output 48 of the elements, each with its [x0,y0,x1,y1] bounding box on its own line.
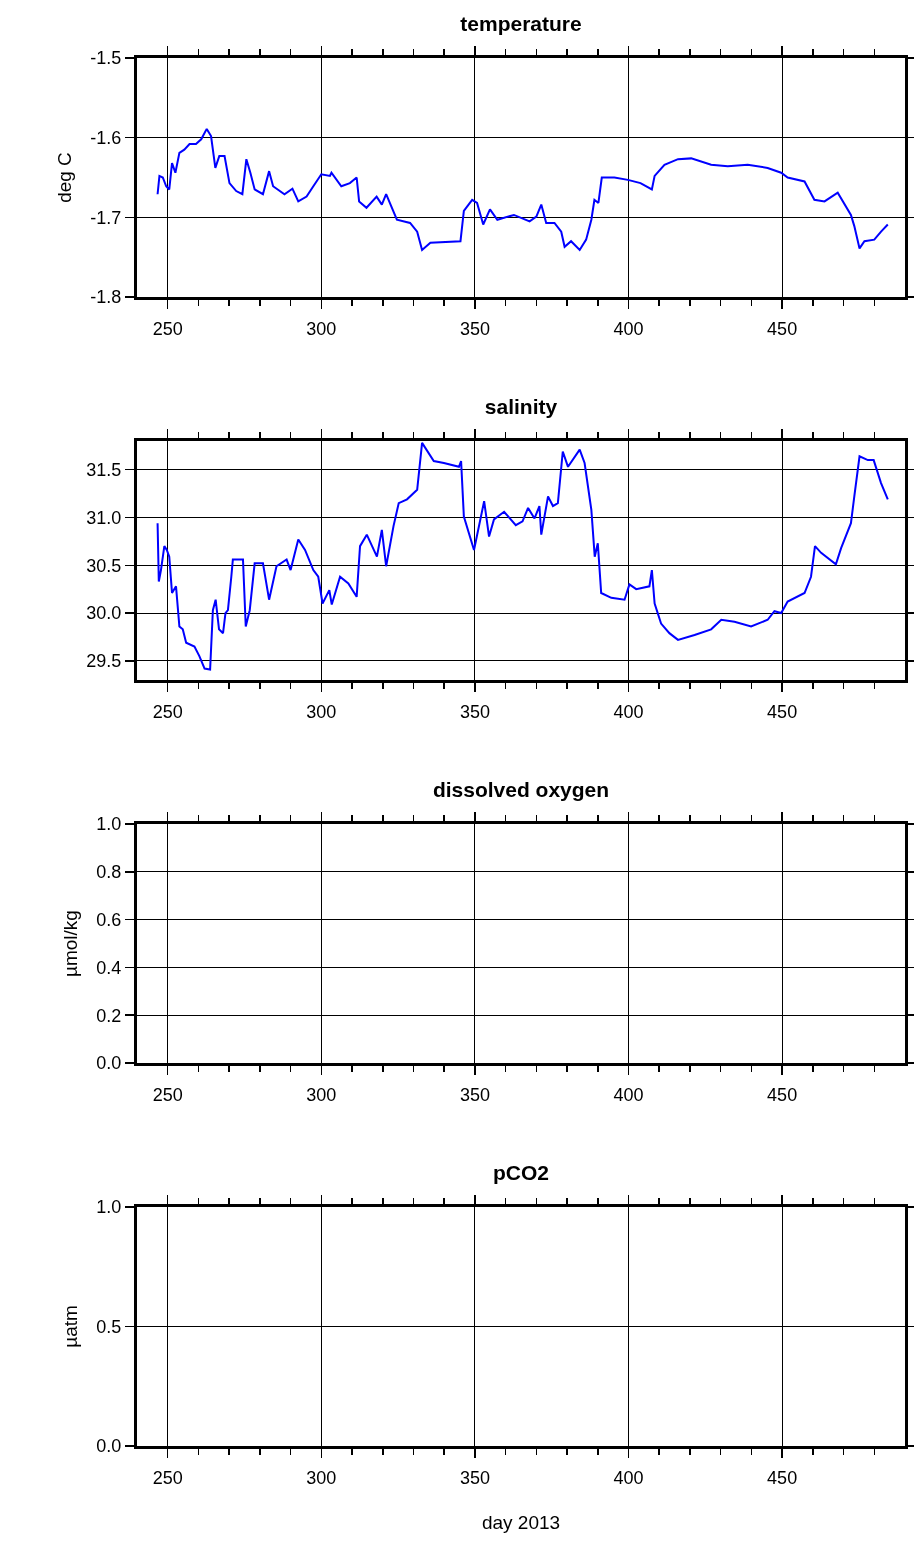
y-tick-label: 0.4 [96,957,122,978]
x-tick-label: 350 [459,701,490,722]
x-tick-label: 400 [613,1084,644,1105]
x-tick-label: 400 [613,701,644,722]
x-tick-label: 350 [459,1467,490,1488]
y-tick-label: 0.2 [96,1005,122,1026]
y-tick-label: 30.0 [86,603,122,624]
y-tick-label: 31.5 [86,459,122,480]
y-tick-label: 1.0 [96,1197,122,1218]
y-axis-title: µatm [60,1305,82,1348]
y-tick-label: 0.8 [96,862,122,883]
x-axis-title: day 2013 [481,1512,561,1534]
y-tick-label: -1.8 [90,287,122,308]
y-tick-label: 0.0 [96,1436,122,1457]
x-tick-label: 350 [459,318,490,339]
y-tick-label: 1.0 [96,814,122,835]
x-tick-label: 300 [306,1084,337,1105]
x-tick-label: 300 [306,318,337,339]
x-tick-label: 300 [306,1467,337,1488]
y-tick-label: 0.0 [96,1053,122,1074]
y-tick-label: 0.5 [96,1316,122,1337]
line-series [156,127,889,251]
y-tick-label: 31.0 [86,507,122,528]
x-tick-label: 450 [767,701,798,722]
x-tick-label: 450 [767,1084,798,1105]
x-tick-label: 250 [152,1084,183,1105]
y-axis-title: deg C [54,152,76,203]
y-tick-label: -1.5 [90,48,122,69]
chart-title: pCO2 [492,1160,550,1184]
y-tick-label: -1.6 [90,127,122,148]
chart-title: temperature [460,11,582,35]
x-tick-label: 450 [767,318,798,339]
x-tick-label: 250 [152,701,183,722]
x-tick-label: 300 [306,701,337,722]
chart-title: salinity [484,394,558,418]
y-axis-title: µmol/kg [60,910,82,977]
x-tick-label: 450 [767,1467,798,1488]
y-tick-label: 30.5 [86,555,122,576]
x-tick-label: 250 [152,318,183,339]
chart-title: dissolved oxygen [432,777,610,801]
x-tick-label: 400 [613,318,644,339]
y-tick-label: 29.5 [86,651,122,672]
line-series [156,441,889,671]
x-tick-label: 400 [613,1467,644,1488]
x-tick-label: 350 [459,1084,490,1105]
x-tick-label: 250 [152,1467,183,1488]
y-tick-label: 0.6 [96,909,122,930]
y-tick-label: -1.7 [90,207,122,228]
